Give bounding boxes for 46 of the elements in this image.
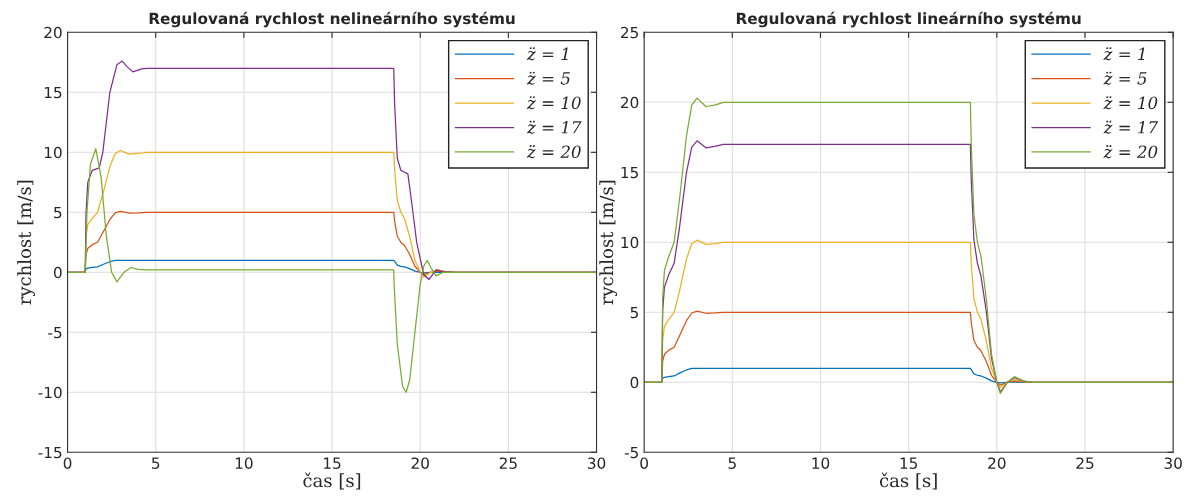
x-tick-label: 5 [728, 457, 736, 469]
x-tick-label: 20 [988, 457, 1006, 469]
x-tick-label: 10 [812, 457, 830, 469]
x-tick-label: 25 [1076, 457, 1094, 469]
y-tick-label: 10 [621, 236, 639, 249]
y-tick-label: 5 [54, 206, 62, 219]
y-tick-label: 0 [53, 266, 62, 279]
x-axis-title: čas [s] [303, 472, 361, 490]
chart-title: Regulovaná rychlost nelineárního systému [149, 11, 515, 28]
line-series [644, 97, 1174, 395]
y-tick-label: -5 [624, 446, 638, 459]
y-axis-title: rychlost [m/s] [599, 180, 618, 305]
legend-label: z̈ = 10 [1103, 96, 1158, 110]
legend-label: z̈ = 5 [526, 71, 570, 85]
y-tick-label: -5 [48, 326, 62, 339]
y-tick-label: 5 [630, 306, 638, 319]
y-axis-title: rychlost [m/s] [17, 180, 35, 305]
x-tick-label: 10 [235, 457, 253, 469]
legend-label: z̈ = 20 [1103, 145, 1158, 159]
x-tick-label: 15 [324, 457, 341, 469]
y-tick-label: 0 [630, 376, 639, 389]
legend-label: z̈ = 17 [1103, 120, 1159, 134]
legend-label: z̈ = 20 [526, 145, 581, 159]
x-tick-label: 30 [587, 457, 606, 469]
y-tick-label: 10 [44, 146, 62, 159]
legend-label: z̈ = 5 [1103, 71, 1147, 85]
x-tick-label: 25 [499, 457, 517, 469]
legend-label: z̈ = 1 [526, 47, 568, 61]
x-tick-label: 15 [900, 457, 918, 469]
legend-label: z̈ = 1 [1103, 47, 1145, 61]
x-tick-label: 20 [411, 457, 429, 469]
x-tick-label: 0 [63, 457, 72, 469]
y-tick-label: -15 [38, 446, 62, 459]
legend-label: z̈ = 17 [526, 120, 582, 134]
y-tick-label: 15 [621, 166, 638, 179]
chart-title: Regulovaná rychlost lineárního systému [736, 11, 1081, 28]
x-tick-label: 0 [640, 457, 648, 469]
y-tick-label: 15 [44, 86, 62, 99]
y-tick-label: 25 [620, 26, 638, 39]
y-tick-label: -10 [38, 386, 62, 399]
x-axis-title: čas [s] [879, 472, 937, 490]
x-tick-label: 5 [152, 457, 160, 469]
legend-label: z̈ = 10 [526, 96, 581, 110]
x-tick-label: 30 [1164, 457, 1182, 469]
y-tick-label: 20 [44, 26, 62, 39]
y-tick-label: 20 [620, 96, 639, 109]
